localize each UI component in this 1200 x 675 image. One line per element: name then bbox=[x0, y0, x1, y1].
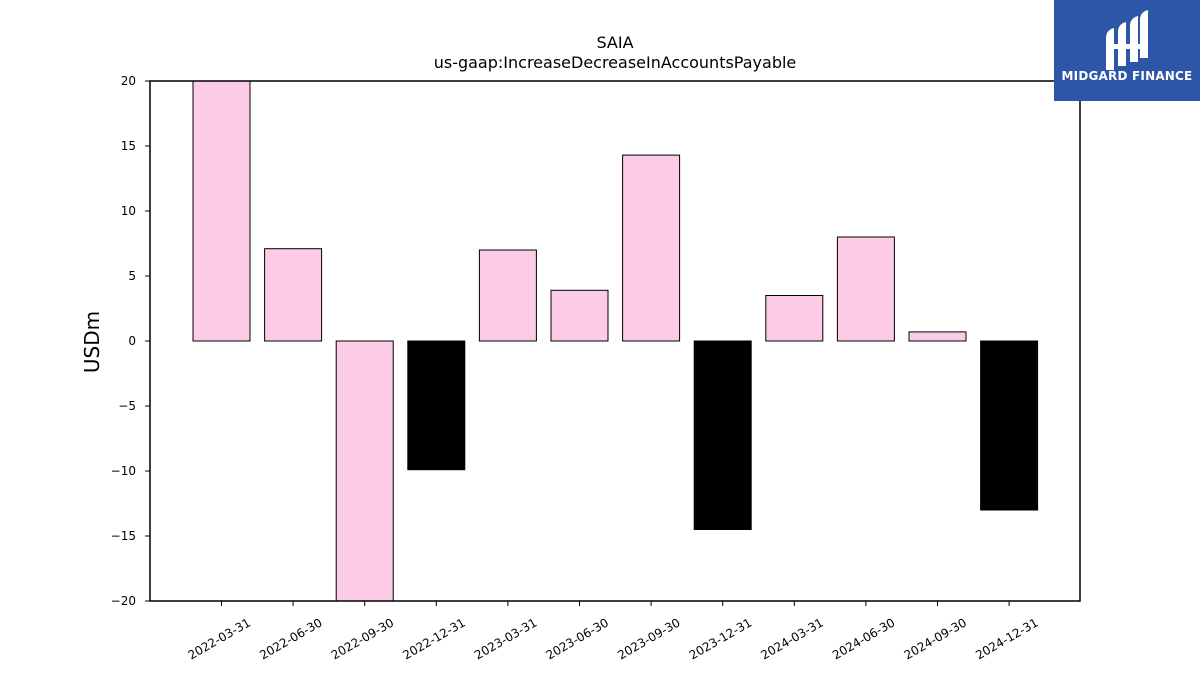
y-tick-label: −5 bbox=[118, 399, 136, 413]
bar-2024-12-31 bbox=[980, 340, 1039, 511]
bar-2023-03-31 bbox=[478, 249, 537, 342]
x-tick-label: 2023-09-30 bbox=[615, 615, 682, 662]
bar-2022-06-30 bbox=[264, 248, 323, 342]
bar-2023-12-31 bbox=[693, 340, 752, 530]
brand-logo-text: MIDGARD FINANCE bbox=[1061, 69, 1193, 83]
x-tick-label: 2022-06-30 bbox=[257, 615, 324, 662]
bar-2024-09-30 bbox=[908, 331, 967, 342]
y-tick-label: 0 bbox=[128, 334, 136, 348]
brand-logo: MIDGARD FINANCE bbox=[1054, 0, 1200, 101]
bar-2022-12-31 bbox=[407, 340, 466, 471]
x-tick-label: 2022-12-31 bbox=[400, 615, 467, 662]
plot-frame bbox=[149, 80, 1081, 602]
bar-2024-06-30 bbox=[836, 236, 895, 342]
bar-2023-06-30 bbox=[550, 289, 609, 342]
bar-2022-09-30 bbox=[335, 340, 394, 602]
midgard-logo-icon bbox=[1106, 10, 1148, 70]
y-tick-label: 5 bbox=[128, 269, 136, 283]
bar-2024-03-31 bbox=[765, 295, 824, 342]
y-tick-label: −15 bbox=[111, 529, 136, 543]
x-tick-label: 2024-06-30 bbox=[830, 615, 897, 662]
y-tick-label: −20 bbox=[111, 594, 136, 608]
x-tick-label: 2022-03-31 bbox=[186, 615, 253, 662]
x-tick-label: 2023-12-31 bbox=[687, 615, 754, 662]
bar-2023-09-30 bbox=[622, 154, 681, 342]
y-tick-label: −10 bbox=[111, 464, 136, 478]
x-tick-label: 2023-03-31 bbox=[472, 615, 539, 662]
y-tick-label: 20 bbox=[121, 74, 136, 88]
y-tick-label: 10 bbox=[121, 204, 136, 218]
x-tick-label: 2024-12-31 bbox=[973, 615, 1040, 662]
y-tick-label: 15 bbox=[121, 139, 136, 153]
x-tick-label: 2024-03-31 bbox=[758, 615, 825, 662]
x-tick-label: 2023-06-30 bbox=[544, 615, 611, 662]
chart-subtitle: us-gaap:IncreaseDecreaseInAccountsPayabl… bbox=[434, 53, 797, 72]
x-tick-label: 2022-09-30 bbox=[329, 615, 396, 662]
x-tick-label: 2024-09-30 bbox=[902, 615, 969, 662]
bar-2022-03-31 bbox=[192, 80, 251, 342]
chart-title: SAIA bbox=[596, 33, 633, 52]
y-axis-label: USDm bbox=[80, 311, 104, 373]
